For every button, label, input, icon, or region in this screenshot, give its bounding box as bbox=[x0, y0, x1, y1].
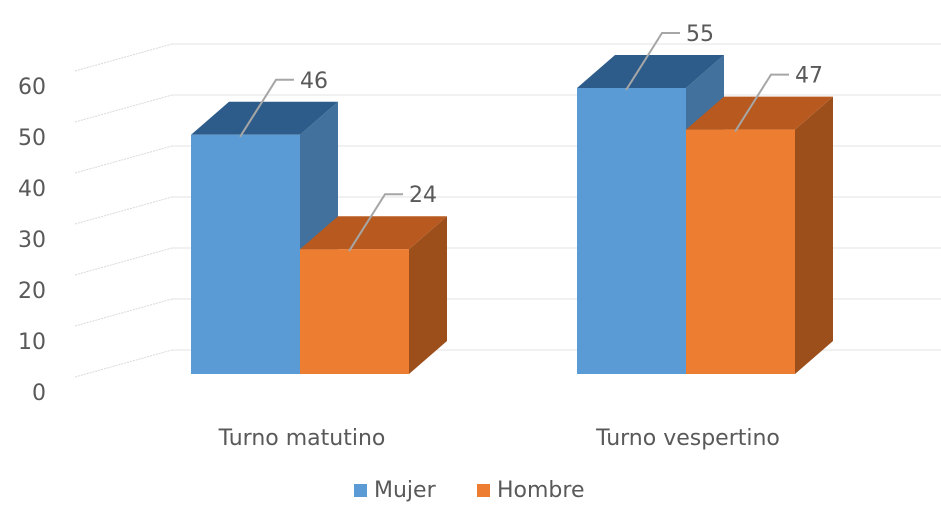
x-tick-label: Turno matutino bbox=[218, 426, 386, 451]
gridline-side bbox=[74, 145, 173, 174]
bar-top bbox=[577, 55, 724, 88]
data-label-leader bbox=[734, 73, 790, 133]
bar-side bbox=[795, 96, 833, 374]
x-tick-label: Turno vespertino bbox=[595, 426, 780, 451]
legend-label: Hombre bbox=[497, 478, 585, 503]
bar bbox=[686, 129, 795, 374]
y-tick-label: 60 bbox=[18, 75, 46, 100]
bar-side bbox=[409, 216, 447, 374]
y-axis: 0 10 20 30 40 50 60 bbox=[18, 75, 46, 406]
bars bbox=[191, 55, 833, 375]
bar-top bbox=[300, 216, 447, 250]
data-label: 46 bbox=[300, 69, 328, 94]
gridline-side bbox=[74, 349, 173, 378]
data-label: 55 bbox=[686, 22, 714, 47]
legend-swatch bbox=[354, 484, 367, 497]
y-tick-label: 20 bbox=[18, 279, 46, 304]
y-tick-label: 10 bbox=[18, 330, 46, 355]
data-labels: 46 24 55 47 bbox=[239, 22, 823, 252]
gridline-side bbox=[74, 298, 173, 327]
legend-swatch bbox=[477, 484, 490, 497]
gridline-side bbox=[74, 196, 173, 225]
data-label: 47 bbox=[795, 64, 823, 89]
legend: Mujer Hombre bbox=[354, 478, 585, 503]
bar bbox=[577, 88, 686, 374]
y-tick-label: 0 bbox=[32, 381, 46, 406]
bar-top bbox=[191, 101, 338, 135]
gridline-side bbox=[74, 247, 173, 276]
data-label-leader bbox=[239, 78, 295, 138]
y-tick-label: 40 bbox=[18, 177, 46, 202]
data-label: 24 bbox=[409, 183, 437, 208]
x-axis: Turno matutino Turno vespertino bbox=[218, 426, 780, 451]
bar-top bbox=[686, 96, 833, 130]
y-tick-label: 50 bbox=[18, 126, 46, 151]
bar bbox=[191, 134, 300, 374]
data-label-leader bbox=[348, 193, 404, 252]
y-tick-label: 30 bbox=[18, 228, 46, 253]
gridline-side bbox=[74, 94, 173, 123]
bar bbox=[300, 249, 409, 374]
gridline-side bbox=[74, 43, 173, 72]
data-label-leader bbox=[625, 32, 681, 91]
legend-label: Mujer bbox=[374, 478, 437, 503]
